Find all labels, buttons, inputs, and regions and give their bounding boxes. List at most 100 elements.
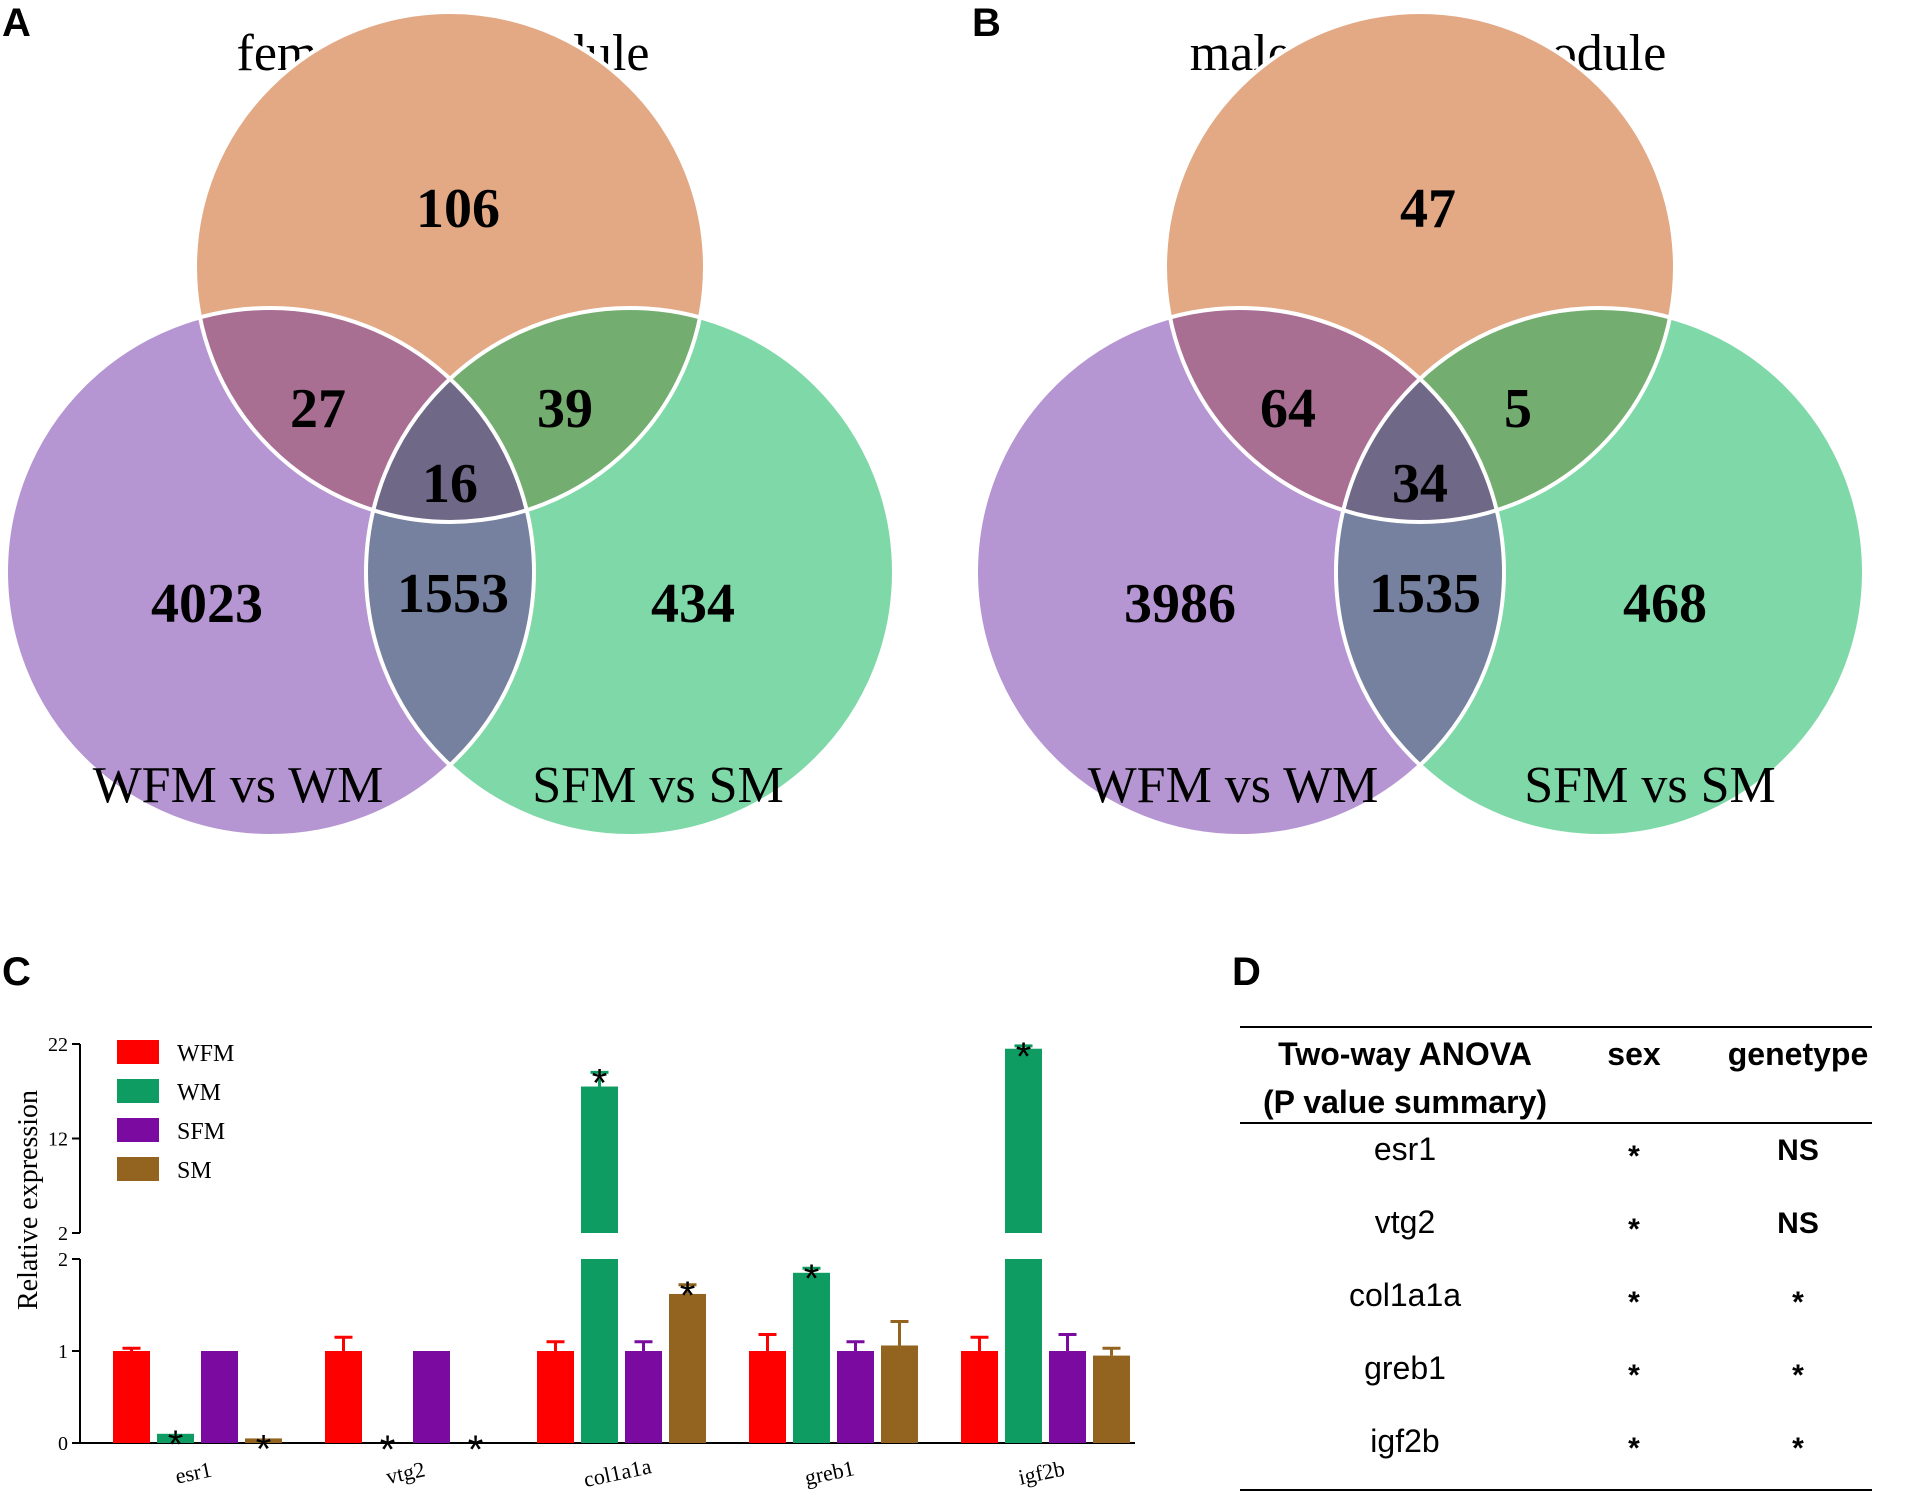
significance-marker: * (168, 1423, 184, 1467)
y-ticks-lower: 0 1 2 (58, 1249, 80, 1455)
y-tick-label: 2 (58, 1223, 68, 1245)
venn-a-set-right-label: SFM vs SM (532, 757, 783, 814)
significance-marker: * (468, 1428, 484, 1472)
bar-SM-greb1 (881, 1345, 918, 1443)
legend: WFM WM SFM SM (117, 1040, 234, 1184)
category-labels: esr1 vtg2 col1a1a greb1 igf2b (173, 1453, 1067, 1492)
venn-b-count-left-right: 1535 (1369, 563, 1481, 625)
bar-SFM-col1a1a (625, 1351, 662, 1443)
venn-a-count-center: 16 (422, 453, 478, 515)
bar-WM-greb1 (793, 1272, 830, 1443)
legend-label-SFM: SFM (177, 1119, 225, 1145)
legend-label-WM: WM (177, 1080, 221, 1106)
table-cell-gene: greb1 (1364, 1350, 1446, 1386)
table-row: col1a1a * * (1349, 1277, 1804, 1319)
y-tick-label: 12 (48, 1129, 68, 1151)
bar-SM-igf2b (1093, 1355, 1130, 1443)
y-tick-label: 22 (48, 1034, 68, 1056)
bar-WM-esr1 (157, 1433, 194, 1443)
significance-marker: * (680, 1274, 696, 1318)
venn-a-count-top: 106 (416, 178, 500, 240)
venn-b-count-left: 3986 (1124, 573, 1236, 635)
panel-label-b: B (972, 1, 1001, 45)
y-ticks-upper: 2 12 22 (48, 1034, 80, 1245)
venn-diagram-a: female blue module 106 27 39 16 4023 155… (4, 10, 896, 838)
venn-b-count-top-right: 5 (1504, 378, 1532, 440)
venn-b-set-right-label: SFM vs SM (1524, 757, 1775, 814)
table-cell-genetype: * (1792, 1359, 1804, 1392)
table-cell-sex: * (1628, 1432, 1640, 1465)
venn-a-count-top-left: 27 (290, 378, 346, 440)
venn-a-count-top-right: 39 (537, 378, 593, 440)
bar-WM-col1a1a-lower (581, 1259, 618, 1443)
y-tick-label: 0 (58, 1433, 68, 1455)
legend-swatch-WM (117, 1079, 159, 1103)
bar-SFM-greb1 (837, 1351, 874, 1443)
table-cell-genetype: * (1792, 1432, 1804, 1465)
venn-b-count-top-left: 64 (1260, 378, 1316, 440)
legend-swatch-SFM (117, 1118, 159, 1142)
venn-a-set-left-label: WFM vs WM (93, 757, 384, 814)
y-tick-label: 2 (58, 1249, 68, 1271)
venn-a-count-left-right: 1553 (397, 563, 509, 625)
category-label-col1a1a: col1a1a (581, 1453, 653, 1492)
table-header-sex: sex (1607, 1036, 1661, 1072)
bar-SFM-igf2b (1049, 1351, 1086, 1443)
table-header-genetype: genetype (1728, 1036, 1868, 1072)
category-label-igf2b: igf2b (1016, 1456, 1067, 1490)
significance-marker: * (804, 1257, 820, 1301)
table-header-summary: (P value summary) (1263, 1084, 1547, 1120)
category-label-greb1: greb1 (802, 1455, 856, 1490)
table-cell-genetype: * (1792, 1286, 1804, 1319)
table-row: esr1 * NS (1374, 1131, 1819, 1173)
significance-marker: * (1016, 1035, 1032, 1079)
significance-marker: * (380, 1428, 396, 1472)
table-cell-gene: igf2b (1370, 1423, 1439, 1459)
table-cell-sex: * (1628, 1359, 1640, 1392)
y-axis-title: Relative expression (13, 1090, 44, 1310)
bar-WFM-greb1 (749, 1351, 786, 1443)
anova-table: Two-way ANOVA (P value summary) sex gene… (1240, 1026, 1872, 1491)
y-tick-label: 1 (58, 1341, 68, 1363)
bar-WM-igf2b-upper (1005, 1048, 1042, 1233)
bar-WFM-esr1 (113, 1351, 150, 1443)
venn-b-count-right: 468 (1623, 573, 1707, 635)
table-cell-genetype: NS (1777, 1134, 1819, 1167)
table-cell-sex: * (1628, 1213, 1640, 1246)
panel-label-c: C (2, 950, 31, 994)
table-cell-sex: * (1628, 1286, 1640, 1319)
bar-WM-col1a1a-upper (581, 1086, 618, 1233)
legend-label-SM: SM (177, 1158, 212, 1184)
legend-swatch-WFM (117, 1040, 159, 1064)
table-cell-sex: * (1628, 1140, 1640, 1173)
table-cell-gene: vtg2 (1375, 1204, 1435, 1240)
bar-WFM-col1a1a (537, 1351, 574, 1443)
venn-b-count-top: 47 (1400, 178, 1456, 240)
panel-label-a: A (2, 1, 31, 45)
bar-SFM-esr1 (201, 1351, 238, 1443)
table-cell-genetype: NS (1777, 1207, 1819, 1240)
venn-b-count-center: 34 (1392, 453, 1448, 515)
significance-marker: * (256, 1427, 272, 1471)
venn-a-count-left: 4023 (151, 573, 263, 635)
venn-diagram-b: male turquoise module 47 64 5 34 3986 15… (974, 10, 1866, 838)
bar-WFM-igf2b (961, 1351, 998, 1443)
bar-WFM-vtg2 (325, 1351, 362, 1443)
venn-b-set-left-label: WFM vs WM (1088, 757, 1379, 814)
bar-SFM-vtg2 (413, 1351, 450, 1443)
legend-label-WFM: WFM (177, 1041, 234, 1067)
bar-WM-igf2b-lower (1005, 1259, 1042, 1443)
table-row: vtg2 * NS (1375, 1204, 1819, 1246)
table-body: esr1 * NS vtg2 * NS col1a1a * * greb1 * * igf2b * * (1349, 1131, 1819, 1465)
legend-swatch-SM (117, 1157, 159, 1181)
panel-label-d: D (1232, 950, 1261, 994)
venn-a-count-right: 434 (651, 573, 735, 635)
bar-SM-col1a1a (669, 1293, 706, 1443)
table-cell-gene: esr1 (1374, 1131, 1436, 1167)
table-header-test: Two-way ANOVA (1278, 1036, 1532, 1072)
table-cell-gene: col1a1a (1349, 1277, 1461, 1313)
bars: * * * * * * * * (79, 1035, 1135, 1472)
table-row: igf2b * * (1370, 1423, 1804, 1465)
